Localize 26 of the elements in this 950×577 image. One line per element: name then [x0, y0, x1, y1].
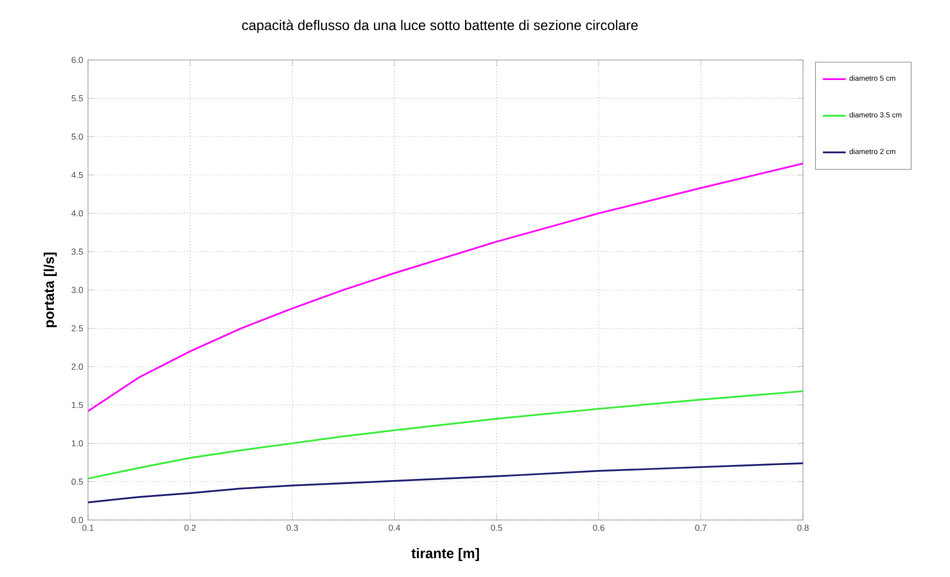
chart-title: capacità deflusso da una luce sotto battente di sezione circolare — [242, 20, 638, 33]
y-tick-label: 1.0 — [72, 440, 83, 446]
line-series — [88, 162, 803, 412]
y-axis-title: portata [l/s] — [44, 252, 57, 328]
y-tick-label: 4.5 — [71, 172, 83, 178]
y-tick-label: 2.5 — [72, 325, 83, 332]
x-tick-label: 0.5 — [490, 524, 502, 531]
y-tick-label: 0.0 — [72, 516, 83, 524]
y-tick-label: 4.0 — [71, 210, 83, 216]
y-tick-label: 3.0 — [72, 286, 83, 294]
y-tick-label: 2.0 — [72, 364, 83, 370]
y-tick-label: 5.5 — [72, 95, 83, 102]
x-tick-label: 0.3 — [286, 524, 298, 531]
x-tick-label: 0.2 — [184, 524, 196, 531]
y-tick-label: 5.0 — [72, 134, 83, 140]
x-tick-label: 0.7 — [695, 524, 706, 531]
y-tick-label: 0.5 — [72, 478, 83, 485]
y-tick-label: 3.5 — [72, 248, 83, 255]
x-tick-label: 0.8 — [797, 524, 809, 531]
y-tick-label: 6.0 — [72, 56, 83, 64]
x-tick-label: 0.6 — [593, 524, 604, 531]
x-axis-title: tirante [m] — [411, 548, 479, 562]
y-tick-label: 1.5 — [72, 402, 83, 408]
line-series — [88, 390, 803, 480]
x-tick-label: 0.1 — [82, 524, 94, 531]
x-tick-label: 0.4 — [388, 524, 400, 531]
